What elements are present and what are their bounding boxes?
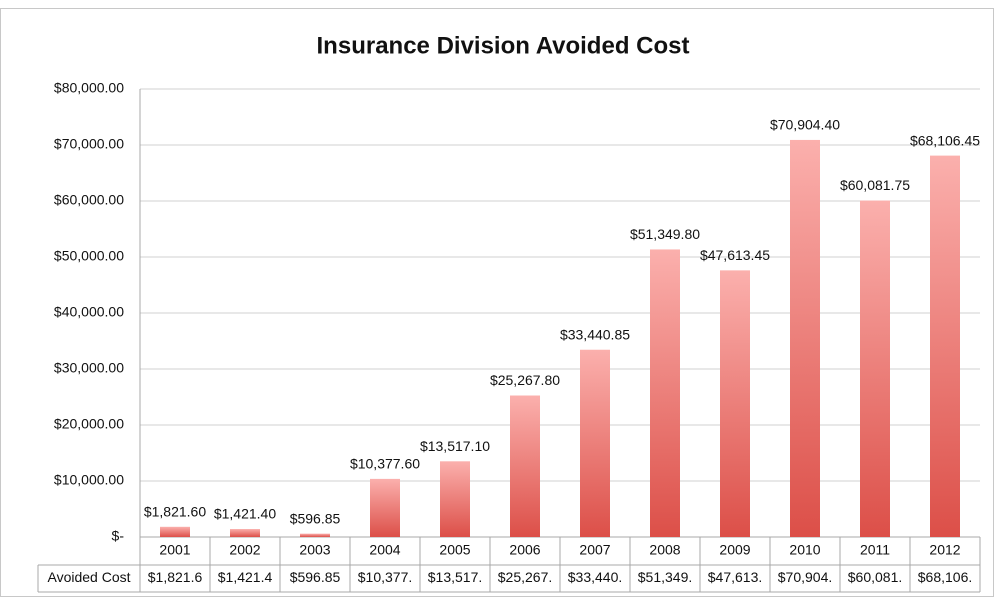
y-tick-label: $80,000.00 — [54, 80, 124, 96]
table-cell: $47,613. — [708, 569, 763, 585]
chart-title: Insurance Division Avoided Cost — [317, 32, 690, 59]
x-tick-label: 2002 — [229, 542, 260, 558]
data-label: $68,106.45 — [910, 132, 980, 148]
table-cell: $60,081. — [848, 569, 903, 585]
x-tick-label: 2008 — [649, 542, 680, 558]
bar — [650, 249, 680, 538]
y-tick-label: $60,000.00 — [54, 192, 124, 208]
data-label: $10,377.60 — [350, 456, 420, 472]
x-tick-label: 2007 — [579, 542, 610, 558]
data-label: $33,440.85 — [560, 326, 630, 342]
table-cell: $33,440. — [568, 569, 623, 585]
bar — [580, 349, 610, 537]
data-label: $1,821.60 — [144, 504, 206, 520]
x-tick-label: 2001 — [159, 542, 190, 558]
table-cell: $1,821.6 — [148, 569, 203, 585]
table-row-label: Avoided Cost — [47, 569, 130, 585]
y-tick-label: $50,000.00 — [54, 248, 124, 264]
table-cell: $596.85 — [290, 569, 341, 585]
data-label: $70,904.40 — [770, 117, 840, 133]
y-tick-label: $20,000.00 — [54, 416, 124, 432]
bar — [790, 139, 820, 537]
bar — [860, 200, 890, 537]
y-tick-label: $30,000.00 — [54, 360, 124, 376]
data-label: $13,517.10 — [420, 438, 490, 454]
x-tick-label: 2004 — [369, 542, 400, 558]
bar — [930, 155, 960, 537]
x-tick-label: 2011 — [860, 542, 890, 558]
table-cell: $51,349. — [638, 569, 693, 585]
x-tick-label: 2012 — [929, 542, 960, 558]
table-cell: $1,421.4 — [218, 569, 273, 585]
x-tick-label: 2009 — [719, 542, 750, 558]
bar — [370, 478, 400, 537]
y-tick-label: $10,000.00 — [54, 472, 124, 488]
y-tick-label: $70,000.00 — [54, 136, 124, 152]
data-label: $51,349.80 — [630, 226, 700, 242]
bar — [230, 529, 260, 537]
table-cell: $10,377. — [358, 569, 413, 585]
x-tick-label: 2006 — [509, 542, 540, 558]
data-label: $47,613.45 — [700, 247, 770, 263]
bar — [300, 533, 330, 537]
data-label: $60,081.75 — [840, 177, 910, 193]
chart-border — [0, 8, 994, 597]
y-tick-label: $40,000.00 — [54, 304, 124, 320]
x-tick-label: 2005 — [439, 542, 470, 558]
y-tick-label: $- — [112, 528, 125, 544]
table-cell: $13,517. — [428, 569, 483, 585]
bar — [720, 270, 750, 537]
data-label: $25,267.80 — [490, 372, 560, 388]
x-tick-label: 2010 — [789, 542, 820, 558]
bar — [440, 461, 470, 537]
data-label: $1,421.40 — [214, 506, 276, 522]
table-cell: $68,106. — [918, 569, 973, 585]
table-cell: $25,267. — [498, 569, 553, 585]
bar — [510, 395, 540, 537]
x-tick-label: 2003 — [299, 542, 330, 558]
bar — [160, 526, 190, 537]
table-cell: $70,904. — [778, 569, 833, 585]
data-label: $596.85 — [290, 510, 341, 526]
